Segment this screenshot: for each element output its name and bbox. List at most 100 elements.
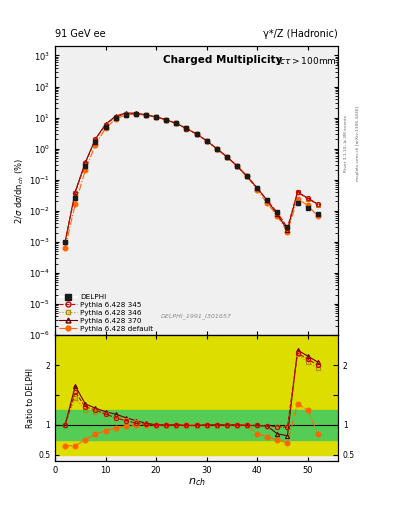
Pythia 6.428 370 [93,136,98,142]
Pythia 6.428 345 [154,114,158,120]
Pythia 6.428 default [113,116,118,122]
Text: $(c\tau > 100\mathrm{mm})$: $(c\tau > 100\mathrm{mm})$ [276,55,340,67]
Pythia 6.428 346 [174,120,179,126]
Pythia 6.428 346 [224,154,229,160]
Pythia 6.428 default [134,111,138,117]
Pythia 6.428 346 [305,196,310,202]
Pythia 6.428 370 [224,154,229,160]
Pythia 6.428 default [154,114,158,120]
Pythia 6.428 default [316,213,320,219]
Pythia 6.428 346 [123,111,128,117]
Text: γ*/Z (Hadronic): γ*/Z (Hadronic) [263,29,338,39]
Pythia 6.428 370 [174,120,179,126]
Pythia 6.428 default [174,120,179,126]
Pythia 6.428 370 [103,121,108,127]
Pythia 6.428 345 [235,163,239,169]
Pythia 6.428 346 [265,198,270,204]
Pythia 6.428 default [305,202,310,208]
Pythia 6.428 346 [204,138,209,144]
Pythia 6.428 370 [285,227,290,233]
Line: Pythia 6.428 346: Pythia 6.428 346 [63,112,320,244]
Pythia 6.428 370 [245,173,250,179]
Pythia 6.428 default [214,145,219,152]
Pythia 6.428 346 [285,225,290,231]
Pythia 6.428 default [285,229,290,235]
Pythia 6.428 345 [93,136,98,142]
Pythia 6.428 346 [73,190,77,197]
Y-axis label: 2/$\sigma$ d$\sigma$/dn$_{ch}$ (%): 2/$\sigma$ d$\sigma$/dn$_{ch}$ (%) [14,158,26,224]
Pythia 6.428 370 [204,138,209,144]
Text: 91 GeV ee: 91 GeV ee [55,29,106,39]
Bar [55,410,338,440]
Pythia 6.428 default [194,131,199,137]
Pythia 6.428 370 [134,110,138,116]
Pythia 6.428 345 [63,239,68,245]
Text: Charged Multiplicity: Charged Multiplicity [163,55,282,65]
Y-axis label: Ratio to DELPHI: Ratio to DELPHI [26,368,35,428]
Bar [55,335,338,455]
Pythia 6.428 346 [235,163,239,169]
Pythia 6.428 346 [134,111,138,117]
Pythia 6.428 346 [255,185,259,191]
Pythia 6.428 345 [265,198,270,204]
Pythia 6.428 345 [204,138,209,144]
Pythia 6.428 345 [214,145,219,152]
Pythia 6.428 default [224,154,229,160]
Pythia 6.428 345 [295,189,300,195]
Text: DELPHI_1991_I301657: DELPHI_1991_I301657 [161,313,232,319]
Pythia 6.428 345 [245,173,250,179]
Pythia 6.428 345 [164,117,169,123]
Pythia 6.428 346 [245,173,250,179]
Pythia 6.428 346 [164,117,169,123]
Pythia 6.428 default [143,112,148,118]
Pythia 6.428 345 [305,195,310,201]
Pythia 6.428 346 [316,202,320,208]
Pythia 6.428 370 [123,110,128,116]
Pythia 6.428 345 [224,154,229,160]
Pythia 6.428 default [73,201,77,207]
Pythia 6.428 default [164,117,169,123]
Pythia 6.428 370 [235,163,239,169]
Pythia 6.428 345 [316,201,320,207]
Pythia 6.428 default [255,187,259,193]
Pythia 6.428 370 [316,201,320,207]
Pythia 6.428 370 [265,198,270,204]
Pythia 6.428 346 [143,112,148,118]
Pythia 6.428 370 [73,188,77,195]
Pythia 6.428 345 [143,112,148,118]
Pythia 6.428 default [184,125,189,132]
Pythia 6.428 345 [174,120,179,126]
X-axis label: $n_{ch}$: $n_{ch}$ [187,476,206,488]
Pythia 6.428 345 [73,189,77,196]
Pythia 6.428 346 [154,114,158,120]
Pythia 6.428 345 [285,225,290,231]
Pythia 6.428 default [295,196,300,202]
Pythia 6.428 370 [83,159,88,165]
Pythia 6.428 346 [295,189,300,196]
Pythia 6.428 default [83,167,88,173]
Pythia 6.428 345 [134,111,138,117]
Pythia 6.428 default [275,213,280,219]
Pythia 6.428 345 [103,122,108,128]
Pythia 6.428 346 [194,131,199,137]
Pythia 6.428 345 [255,185,259,191]
Pythia 6.428 default [204,138,209,144]
Pythia 6.428 370 [295,189,300,195]
Pythia 6.428 default [103,125,108,132]
Pythia 6.428 default [245,173,250,179]
Pythia 6.428 370 [184,125,189,132]
Pythia 6.428 370 [164,117,169,123]
Pythia 6.428 346 [113,114,118,120]
Pythia 6.428 default [265,200,270,206]
Pythia 6.428 346 [275,209,280,216]
Pythia 6.428 346 [93,137,98,143]
Pythia 6.428 default [93,141,98,147]
Pythia 6.428 345 [113,114,118,120]
Pythia 6.428 345 [123,111,128,117]
Pythia 6.428 370 [143,112,148,118]
Legend: DELPHI, Pythia 6.428 345, Pythia 6.428 346, Pythia 6.428 370, Pythia 6.428 defau: DELPHI, Pythia 6.428 345, Pythia 6.428 3… [57,292,155,333]
Pythia 6.428 346 [63,239,68,245]
Pythia 6.428 345 [194,131,199,137]
Text: Rivet 3.1.10, ≥ 3M events: Rivet 3.1.10, ≥ 3M events [344,115,348,172]
Pythia 6.428 346 [103,122,108,128]
